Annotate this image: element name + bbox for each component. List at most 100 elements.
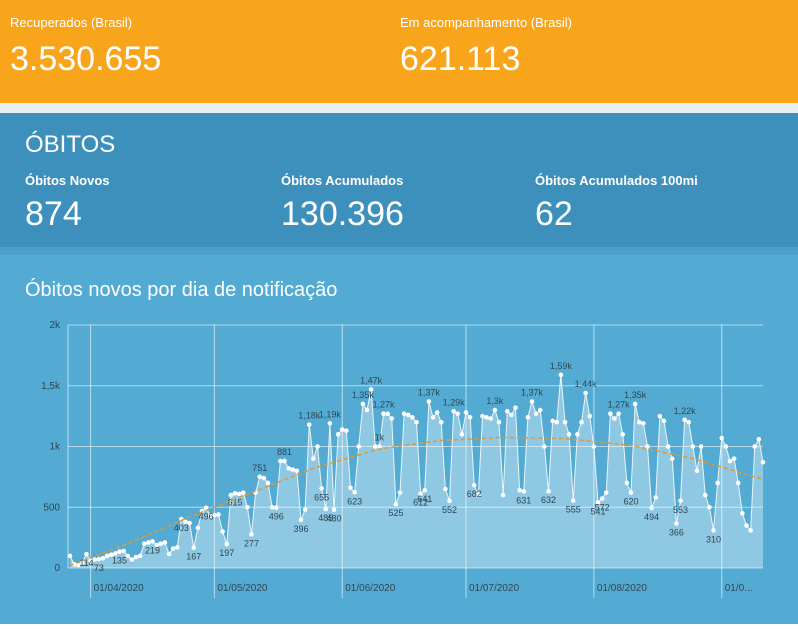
point: [278, 458, 283, 464]
data-label: 73: [94, 563, 104, 573]
point: [401, 411, 407, 416]
header-band: [0, 0, 798, 103]
point: [377, 444, 382, 449]
data-label: 167: [186, 552, 201, 562]
point: [125, 553, 131, 559]
section-title: ÓBITOS: [25, 131, 115, 158]
point: [484, 415, 489, 420]
card-value: 62: [535, 195, 573, 233]
point: [632, 401, 638, 407]
data-label: 1,47k: [360, 375, 383, 385]
point: [348, 485, 353, 491]
point: [488, 416, 494, 421]
point: [542, 444, 547, 449]
point: [669, 456, 675, 461]
point: [154, 542, 159, 548]
point: [323, 506, 329, 512]
point: [517, 487, 522, 493]
card-label: Recuperados (Brasil): [10, 15, 132, 30]
point: [686, 419, 692, 425]
data-label: 494: [644, 512, 659, 522]
point: [723, 444, 729, 449]
data-label: 553: [673, 505, 688, 515]
data-label: 1k: [375, 433, 385, 443]
point: [298, 517, 304, 523]
data-label: 1,37k: [521, 388, 544, 398]
point: [628, 490, 634, 495]
point: [579, 419, 584, 425]
point: [608, 411, 613, 416]
point: [641, 421, 646, 426]
point: [665, 444, 671, 449]
point: [599, 496, 605, 501]
data-label: 632: [541, 495, 556, 505]
point: [620, 432, 626, 437]
data-label: 219: [145, 545, 160, 555]
data-label: 496: [199, 512, 214, 522]
point: [715, 480, 720, 486]
data-label: 1,35k: [624, 390, 647, 400]
point: [480, 413, 485, 419]
point: [719, 435, 725, 441]
data-label: 197: [219, 548, 234, 558]
point: [459, 432, 465, 437]
point: [311, 456, 316, 461]
point: [92, 557, 98, 562]
point: [220, 529, 225, 534]
point: [756, 436, 762, 442]
data-label: 485: [318, 513, 333, 523]
data-label: 1,44k: [575, 379, 598, 389]
point: [612, 416, 617, 421]
point: [236, 491, 242, 497]
point: [711, 528, 716, 533]
data-label: 541: [590, 506, 605, 516]
point: [335, 432, 341, 437]
point: [331, 507, 337, 512]
point: [75, 562, 81, 568]
data-label: 612: [413, 498, 428, 508]
point: [67, 553, 73, 559]
data-label: 1,22k: [674, 406, 697, 416]
card-label: Óbitos Acumulados 100mi: [535, 173, 698, 188]
point: [166, 551, 172, 557]
point: [203, 505, 209, 511]
point: [500, 492, 506, 498]
card-value: 3.530.655: [10, 40, 161, 78]
point: [575, 432, 580, 437]
chart-title: Óbitos novos por dia de notificação: [25, 278, 337, 301]
point: [224, 541, 230, 547]
data-label: 366: [669, 528, 684, 538]
point: [232, 490, 238, 496]
x-tick-label: 01/06/2020: [345, 583, 395, 594]
data-label: 881: [277, 447, 292, 457]
point: [752, 444, 758, 449]
data-label: 555: [566, 505, 581, 515]
data-label: 620: [623, 497, 638, 507]
point: [595, 499, 601, 505]
point: [80, 560, 85, 565]
point: [150, 539, 155, 544]
point: [372, 444, 378, 449]
data-label: 1,59k: [550, 361, 573, 371]
point: [587, 413, 593, 419]
point: [174, 545, 180, 550]
point: [476, 492, 481, 498]
point: [228, 492, 234, 498]
point: [315, 444, 320, 449]
point: [269, 504, 275, 510]
point: [191, 545, 197, 551]
point: [397, 490, 403, 495]
point: [727, 458, 733, 464]
point: [100, 555, 106, 561]
data-label: 396: [293, 524, 308, 534]
point: [760, 459, 766, 465]
point: [504, 408, 510, 414]
point: [467, 415, 473, 420]
point: [443, 486, 448, 492]
point: [624, 480, 630, 486]
point: [562, 419, 568, 425]
point: [455, 411, 461, 416]
point: [657, 413, 663, 419]
